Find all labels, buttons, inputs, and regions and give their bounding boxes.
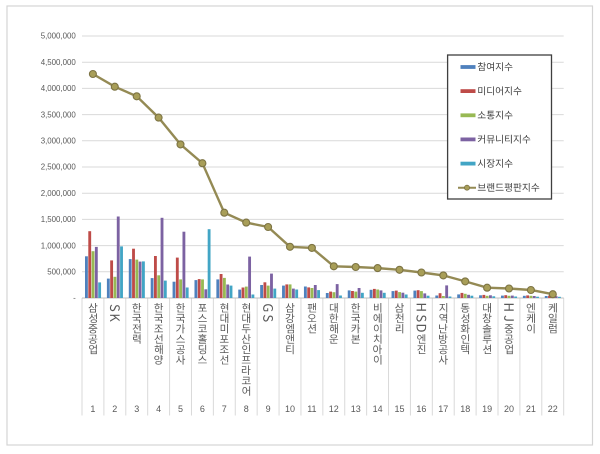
svg-text:15: 15 [394, 404, 404, 414]
svg-text:500,000: 500,000 [47, 268, 76, 277]
svg-text:13: 13 [351, 404, 361, 414]
svg-text:1: 1 [90, 404, 95, 414]
svg-text:4,000,000: 4,000,000 [41, 84, 77, 93]
svg-text:11: 11 [307, 404, 316, 414]
svg-text:1,500,000: 1,500,000 [41, 215, 77, 224]
svg-text:4,500,000: 4,500,000 [41, 58, 77, 67]
svg-text:14: 14 [373, 404, 383, 414]
svg-text:20: 20 [504, 404, 514, 414]
svg-text:3,500,000: 3,500,000 [41, 110, 77, 119]
svg-text:17: 17 [438, 404, 448, 414]
svg-text:-: - [73, 294, 76, 303]
svg-text:2: 2 [112, 404, 117, 414]
svg-text:2,500,000: 2,500,000 [41, 163, 77, 172]
svg-text:12: 12 [329, 404, 339, 414]
svg-text:5,000,000: 5,000,000 [41, 32, 77, 41]
svg-text:4: 4 [156, 404, 161, 414]
svg-text:5: 5 [178, 404, 183, 414]
svg-text:16: 16 [416, 404, 426, 414]
svg-text:21: 21 [526, 404, 536, 414]
svg-text:18: 18 [460, 404, 470, 414]
svg-text:10: 10 [285, 404, 295, 414]
svg-text:1,000,000: 1,000,000 [41, 241, 77, 250]
svg-text:6: 6 [200, 404, 205, 414]
svg-text:8: 8 [244, 404, 249, 414]
svg-text:3,000,000: 3,000,000 [41, 137, 77, 146]
svg-text:3: 3 [134, 404, 139, 414]
svg-text:19: 19 [482, 404, 492, 414]
svg-text:9: 9 [266, 404, 271, 414]
svg-text:7: 7 [222, 404, 227, 414]
svg-text:2,000,000: 2,000,000 [41, 189, 77, 198]
svg-text:22: 22 [548, 404, 558, 414]
